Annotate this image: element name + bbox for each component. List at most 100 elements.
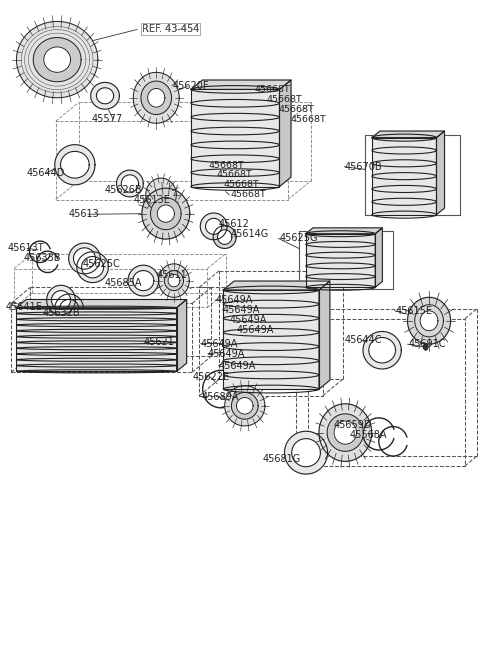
Polygon shape (73, 248, 96, 269)
Text: 45613: 45613 (69, 209, 99, 219)
Polygon shape (146, 178, 176, 211)
Polygon shape (177, 299, 187, 371)
Bar (191, 89, 279, 187)
Polygon shape (69, 243, 100, 274)
Polygon shape (375, 228, 383, 287)
Text: 45685A: 45685A (105, 278, 143, 289)
Text: 45668T: 45668T (254, 85, 290, 93)
Polygon shape (285, 431, 327, 474)
Text: 45644D: 45644D (27, 168, 65, 178)
Polygon shape (306, 228, 383, 234)
Text: 45668T: 45668T (223, 180, 259, 189)
Polygon shape (33, 38, 81, 82)
Text: 45577: 45577 (92, 114, 123, 124)
Polygon shape (225, 386, 265, 426)
Polygon shape (319, 281, 330, 389)
Polygon shape (60, 299, 79, 318)
Text: 45668T: 45668T (290, 115, 326, 124)
Polygon shape (96, 88, 114, 104)
Text: 45668T: 45668T (266, 95, 302, 104)
Ellipse shape (423, 344, 428, 350)
Text: 45611: 45611 (156, 270, 187, 280)
Bar (306, 234, 375, 287)
Text: 45626B: 45626B (105, 185, 143, 195)
Polygon shape (436, 131, 444, 215)
Text: 45633B: 45633B (23, 254, 60, 264)
Polygon shape (117, 170, 144, 197)
Text: 45612: 45612 (218, 219, 249, 229)
Polygon shape (279, 80, 291, 187)
Polygon shape (369, 338, 396, 363)
Text: 45649A: 45649A (208, 348, 245, 358)
Polygon shape (168, 274, 180, 287)
Bar (16, 308, 177, 371)
Text: 45622E: 45622E (192, 372, 229, 382)
Polygon shape (223, 281, 330, 290)
Polygon shape (372, 131, 444, 138)
Polygon shape (408, 297, 451, 344)
Polygon shape (121, 174, 139, 192)
Polygon shape (157, 205, 174, 222)
Text: 45649A: 45649A (201, 339, 238, 348)
Polygon shape (142, 188, 190, 239)
Polygon shape (200, 213, 227, 240)
Polygon shape (82, 256, 104, 278)
Bar (306, 234, 375, 287)
Text: 45649A: 45649A (215, 295, 252, 305)
Bar (223, 290, 319, 389)
Polygon shape (213, 225, 236, 248)
Polygon shape (133, 72, 179, 123)
Text: REF. 43-454: REF. 43-454 (142, 23, 199, 34)
Text: 45613E: 45613E (134, 195, 170, 205)
Bar (372, 138, 436, 215)
Polygon shape (44, 47, 71, 72)
Text: 45668T: 45668T (216, 170, 252, 179)
Text: 45649A: 45649A (237, 325, 274, 335)
Text: 45659D: 45659D (333, 419, 372, 429)
Polygon shape (164, 270, 183, 291)
Polygon shape (77, 252, 108, 282)
Polygon shape (205, 218, 222, 234)
Polygon shape (151, 197, 181, 229)
Polygon shape (158, 264, 189, 297)
Polygon shape (292, 439, 321, 467)
Text: 45641E: 45641E (5, 302, 42, 312)
Polygon shape (16, 299, 187, 308)
Text: 45649A: 45649A (218, 360, 256, 370)
Text: 45625C: 45625C (83, 259, 121, 269)
Text: 45568A: 45568A (349, 429, 386, 440)
Text: REF. 43-454: REF. 43-454 (142, 23, 199, 34)
Polygon shape (191, 80, 291, 89)
Polygon shape (319, 404, 372, 462)
Polygon shape (363, 331, 401, 369)
Text: 45691C: 45691C (408, 340, 446, 349)
Polygon shape (55, 145, 95, 185)
Bar (191, 89, 279, 187)
Polygon shape (128, 265, 158, 296)
Bar (372, 138, 436, 215)
Text: 45620F: 45620F (173, 81, 209, 91)
Polygon shape (334, 421, 357, 444)
Polygon shape (148, 89, 165, 107)
Bar (16, 308, 177, 371)
Text: 45670B: 45670B (344, 162, 382, 172)
Text: 45681G: 45681G (263, 454, 301, 464)
Text: 45615E: 45615E (396, 306, 432, 316)
Text: 45668T: 45668T (209, 161, 245, 170)
Text: 45668T: 45668T (230, 191, 266, 199)
Text: 45649A: 45649A (222, 305, 260, 315)
Polygon shape (327, 414, 363, 452)
Text: 45621: 45621 (144, 338, 174, 347)
Polygon shape (16, 21, 98, 98)
Text: 45689A: 45689A (202, 392, 239, 402)
Text: 45668T: 45668T (278, 105, 314, 114)
Text: 45644C: 45644C (344, 336, 382, 345)
Bar (223, 290, 319, 389)
Polygon shape (133, 270, 154, 291)
Polygon shape (217, 229, 232, 244)
Text: 45649A: 45649A (229, 315, 267, 325)
Text: 45632B: 45632B (43, 309, 81, 319)
Polygon shape (60, 152, 89, 178)
Polygon shape (55, 294, 84, 323)
Polygon shape (51, 291, 71, 309)
